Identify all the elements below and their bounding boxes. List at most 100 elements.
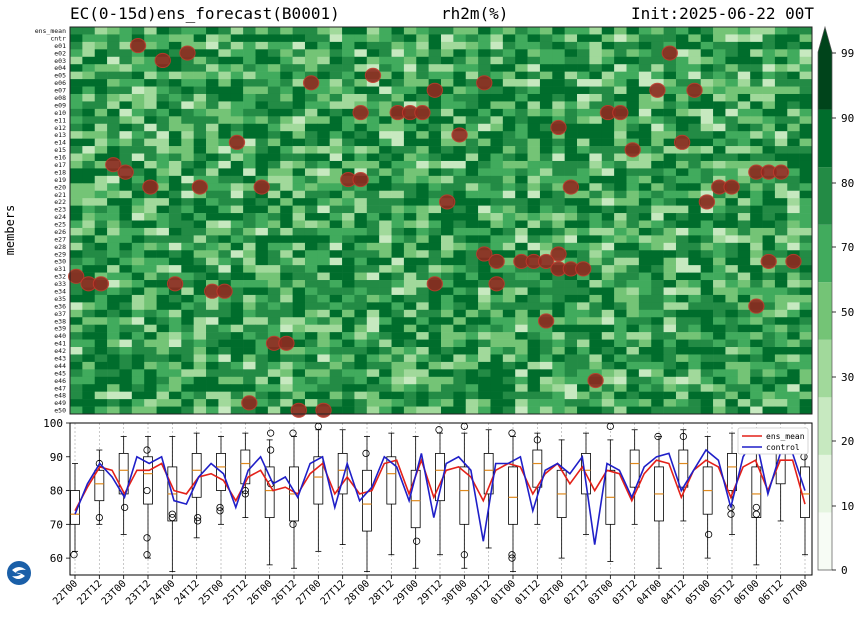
heatmap-cell	[342, 27, 355, 35]
heatmap-cell	[713, 27, 726, 35]
heatmap-cell	[663, 56, 677, 65]
heatmap-cell	[280, 41, 293, 50]
heatmap-cell	[577, 27, 590, 35]
heatmap-cell	[626, 272, 640, 281]
heatmap-cell	[304, 384, 318, 392]
x-tick-label: 01T00	[489, 578, 518, 607]
heatmap-cell	[663, 391, 677, 400]
heatmap-cell	[107, 64, 120, 72]
heatmap-cell	[181, 242, 194, 251]
heatmap-cell	[750, 146, 763, 154]
heatmap-cell	[564, 384, 578, 392]
heatmap-cell	[168, 41, 182, 50]
heatmap-cell	[490, 220, 504, 229]
heatmap-cell	[329, 64, 343, 72]
heatmap-cell	[465, 123, 479, 132]
heatmap-cell	[366, 213, 380, 221]
min-value-marker	[748, 298, 765, 314]
heatmap-cell	[230, 71, 244, 80]
heatmap-cell	[441, 280, 454, 288]
min-value-marker	[451, 127, 468, 143]
heatmap-cell	[663, 131, 677, 139]
heatmap-cell	[675, 56, 689, 65]
heatmap-cell	[614, 86, 627, 95]
heatmap-cell	[119, 220, 133, 229]
heatmap-cell	[280, 146, 293, 154]
heatmap-cell	[181, 160, 194, 169]
member-label: e11	[54, 116, 66, 124]
heatmap-cell	[168, 93, 182, 102]
heatmap-cell	[638, 347, 652, 355]
colorbar-segment	[818, 512, 832, 570]
heatmap-cell	[589, 205, 603, 214]
heatmap-cell	[750, 280, 763, 288]
heatmap-cell	[737, 160, 751, 169]
heatmap-cell	[725, 71, 739, 80]
heatmap-cell	[329, 198, 343, 206]
member-label: e39	[54, 325, 66, 333]
heatmap-cell	[342, 399, 355, 407]
heatmap-cell	[465, 153, 479, 162]
heatmap-cell	[317, 227, 330, 236]
heatmap-cell	[193, 213, 207, 221]
heatmap-cell	[465, 287, 479, 296]
heatmap-cell	[403, 175, 417, 184]
heatmap-cell	[243, 376, 256, 385]
member-label: e29	[54, 250, 66, 258]
heatmap-cell	[713, 391, 726, 400]
heatmap-cell	[675, 79, 689, 87]
heatmap-cell	[119, 250, 133, 259]
heatmap-cell	[107, 347, 120, 355]
heatmap-cell	[651, 41, 664, 50]
y-tick-label: 80	[50, 485, 63, 498]
heatmap-cell	[379, 220, 392, 229]
heatmap-cell	[168, 108, 182, 117]
heatmap-cell	[515, 242, 528, 251]
heatmap-cell	[107, 116, 120, 125]
member-label: e41	[54, 340, 66, 348]
heatmap-cell	[589, 108, 603, 117]
heatmap-cell	[267, 317, 281, 325]
heatmap-cell	[304, 257, 318, 266]
heatmap-cell	[156, 339, 170, 348]
heatmap-cell	[725, 361, 739, 370]
heatmap-cell	[156, 198, 170, 206]
heatmap-cell	[589, 101, 603, 110]
heatmap-cell	[403, 384, 417, 392]
heatmap-cell	[131, 250, 145, 259]
heatmap-cell	[70, 332, 83, 340]
heatmap-cell	[700, 183, 714, 192]
heatmap-cell	[601, 250, 615, 259]
heatmap-cell	[193, 93, 207, 102]
heatmap-cell	[193, 123, 207, 132]
heatmap-cell	[366, 116, 380, 125]
heatmap-cell	[354, 93, 368, 102]
heatmap-cell	[465, 384, 479, 392]
heatmap-cell	[379, 93, 392, 102]
heatmap-cell	[70, 138, 83, 147]
heatmap-cell	[107, 384, 120, 392]
heatmap-cell	[799, 287, 813, 296]
heatmap-cell	[94, 101, 108, 110]
heatmap-cell	[614, 339, 627, 348]
heatmap-cell	[737, 198, 751, 206]
heatmap-cell	[403, 116, 417, 125]
heatmap-cell	[403, 168, 417, 177]
heatmap-cell	[193, 116, 207, 125]
heatmap-cell	[403, 391, 417, 400]
heatmap-cell	[280, 354, 293, 363]
heatmap-cell	[391, 205, 405, 214]
heatmap-cell	[601, 160, 615, 169]
heatmap-cell	[366, 34, 380, 43]
heatmap-cell	[243, 339, 256, 348]
heatmap-cell	[428, 131, 442, 139]
heatmap-cell	[762, 227, 776, 236]
heatmap-cell	[354, 399, 368, 407]
heatmap-cell	[267, 302, 281, 311]
min-value-marker	[673, 134, 691, 150]
heatmap-cell	[354, 369, 368, 378]
heatmap-cell	[515, 220, 528, 229]
heatmap-cell	[638, 354, 652, 363]
heatmap-cell	[626, 101, 640, 110]
heatmap-cell	[144, 205, 157, 214]
